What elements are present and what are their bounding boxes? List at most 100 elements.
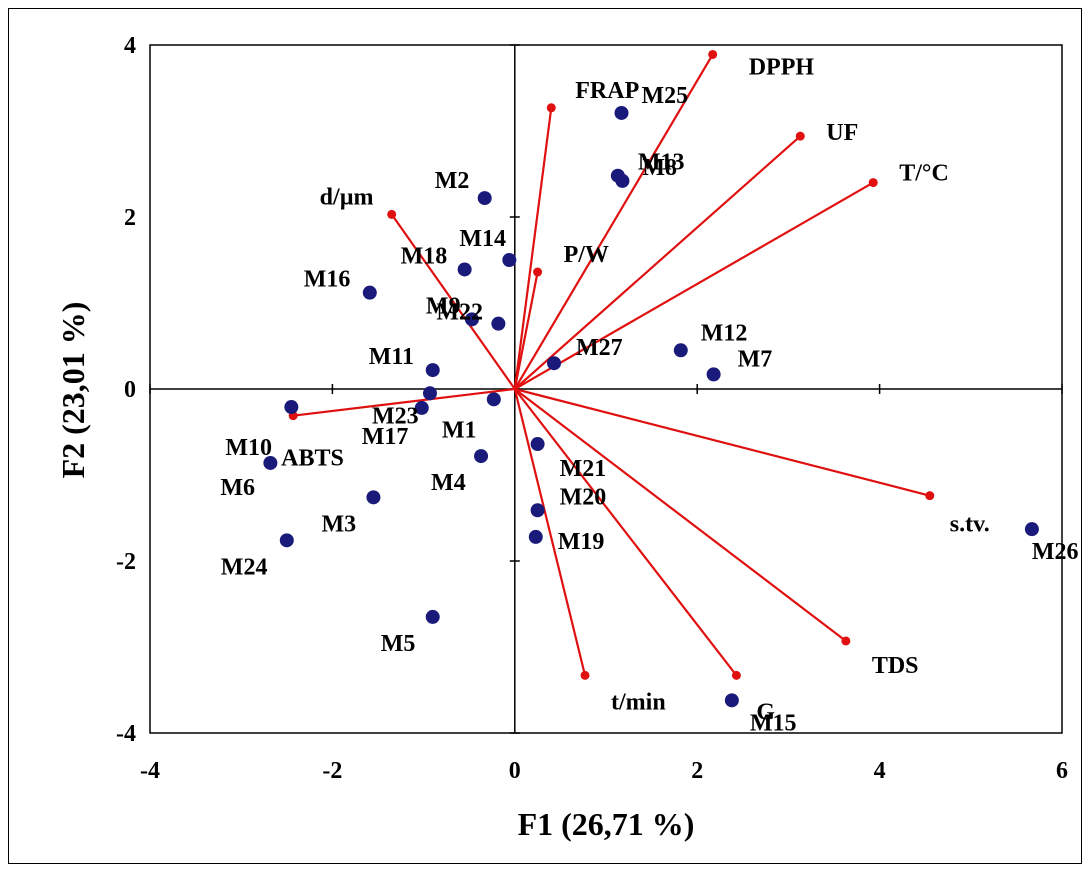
- vector-d/µm: [390, 213, 516, 390]
- observation-label: M3: [321, 511, 356, 537]
- point-M14: [502, 253, 517, 267]
- variable-label: t/min: [611, 689, 666, 715]
- vector-DPPH: [513, 53, 714, 390]
- vector-tip-TDS: [841, 636, 851, 646]
- observation-label: M25: [642, 83, 689, 109]
- point-M10: [284, 400, 299, 415]
- point-M18: [457, 262, 472, 277]
- point-M17: [414, 400, 429, 415]
- observation-label: M27: [576, 335, 623, 361]
- vector-tip-UF: [795, 131, 805, 141]
- variable-label: d/µm: [320, 184, 374, 210]
- observation-label: M10: [225, 435, 272, 461]
- y-tick-label: -4: [116, 721, 136, 747]
- observation-label: M11: [369, 344, 414, 370]
- vector-tip-P/W: [533, 267, 543, 277]
- point-M15: [724, 693, 739, 708]
- variable-label: P/W: [564, 242, 609, 268]
- vector-tip-G: [731, 670, 741, 680]
- y-tick-label: 4: [124, 33, 136, 59]
- x-tick-label: 2: [691, 758, 703, 784]
- observation-label: M5: [381, 631, 416, 657]
- observation-label: M14: [459, 226, 506, 252]
- point-M6: [263, 455, 278, 470]
- observation-label: M15: [750, 710, 797, 736]
- observation-label: M2: [435, 168, 470, 194]
- vector-P/W: [513, 271, 539, 390]
- vector-tip-T/°C: [868, 178, 878, 188]
- vector-T/°C: [514, 181, 874, 390]
- variable-label: T/°C: [899, 161, 949, 187]
- point-M9: [464, 312, 479, 327]
- vector-tip-d/µm: [387, 209, 397, 219]
- point-M5: [425, 609, 440, 624]
- observation-label: M22: [436, 300, 483, 326]
- vector-FRAP: [513, 107, 553, 390]
- observation-label: M16: [304, 267, 351, 293]
- x-axis-title: F1 (26,71 %): [518, 806, 695, 842]
- point-M11: [425, 363, 440, 378]
- variable-label: TDS: [872, 653, 919, 679]
- y-tick-label: -2: [116, 549, 136, 575]
- x-tick-label: -2: [322, 758, 342, 784]
- observation-label: M1: [442, 417, 477, 443]
- point-M22: [491, 316, 506, 331]
- point-labels: DPPH FRAP UF T/°C d/µm P/W ABTS s.tv. TDS Gt/min M…: [220, 54, 1078, 736]
- observation-label: M17: [362, 424, 409, 450]
- point-M3: [366, 490, 381, 505]
- y-axis-title: F2 (23,01 %): [55, 302, 91, 479]
- observation-label: M8: [642, 155, 677, 181]
- variable-label: FRAP: [575, 78, 639, 104]
- variable-label: G: [756, 699, 775, 725]
- vector-tip-t/min: [580, 670, 590, 680]
- vector-ABTS: [293, 387, 515, 417]
- vector-s.tv.: [514, 387, 931, 497]
- x-tick-label: -4: [140, 758, 160, 784]
- point-M1: [486, 392, 501, 407]
- vector-UF: [514, 135, 801, 390]
- chart-frame: [8, 8, 1082, 864]
- y-tick-label: 0: [124, 377, 136, 403]
- observation-label: M26: [1032, 539, 1079, 565]
- x-tick-label: 0: [509, 758, 521, 784]
- variable-label: s.tv.: [950, 512, 990, 538]
- vector-tip-s.tv.: [925, 491, 935, 501]
- observation-label: M4: [431, 470, 466, 496]
- point-M24: [279, 533, 294, 548]
- variable-vectors: [288, 49, 935, 680]
- observation-label: M6: [220, 475, 255, 501]
- variable-label: DPPH: [749, 54, 815, 80]
- tick-labels: -4 -2 0 2 4 6 -4 -2 0 2 4: [116, 33, 1068, 784]
- observation-label: M21: [560, 456, 607, 482]
- point-M7: [706, 367, 721, 382]
- observation-label: M12: [701, 320, 748, 346]
- point-M16: [362, 285, 377, 300]
- vector-G: [513, 388, 738, 677]
- variable-label: ABTS: [281, 446, 344, 472]
- vector-t/min: [513, 388, 587, 676]
- x-tick-label: 4: [874, 758, 886, 784]
- point-M26: [1024, 522, 1039, 537]
- point-M12: [673, 343, 688, 358]
- x-tick-label: 6: [1056, 758, 1068, 784]
- y-tick-label: 2: [124, 205, 136, 231]
- observation-points: [263, 105, 1039, 708]
- variable-label: UF: [826, 120, 858, 146]
- point-M23: [422, 386, 437, 401]
- vector-tip-DPPH: [708, 49, 718, 59]
- point-M21: [530, 437, 545, 452]
- observation-label: M9: [426, 293, 461, 319]
- vector-tip-FRAP: [546, 103, 556, 113]
- point-M25: [614, 105, 629, 120]
- observation-label: M18: [401, 243, 448, 269]
- observation-label: M23: [372, 403, 419, 429]
- point-M19: [528, 529, 543, 544]
- observation-label: M7: [738, 346, 773, 372]
- point-M2: [477, 191, 492, 206]
- observation-label: M24: [221, 554, 268, 580]
- point-M4: [474, 449, 489, 464]
- observation-label: M19: [558, 529, 605, 555]
- observation-label: M13: [638, 150, 685, 176]
- point-M13: [610, 168, 625, 183]
